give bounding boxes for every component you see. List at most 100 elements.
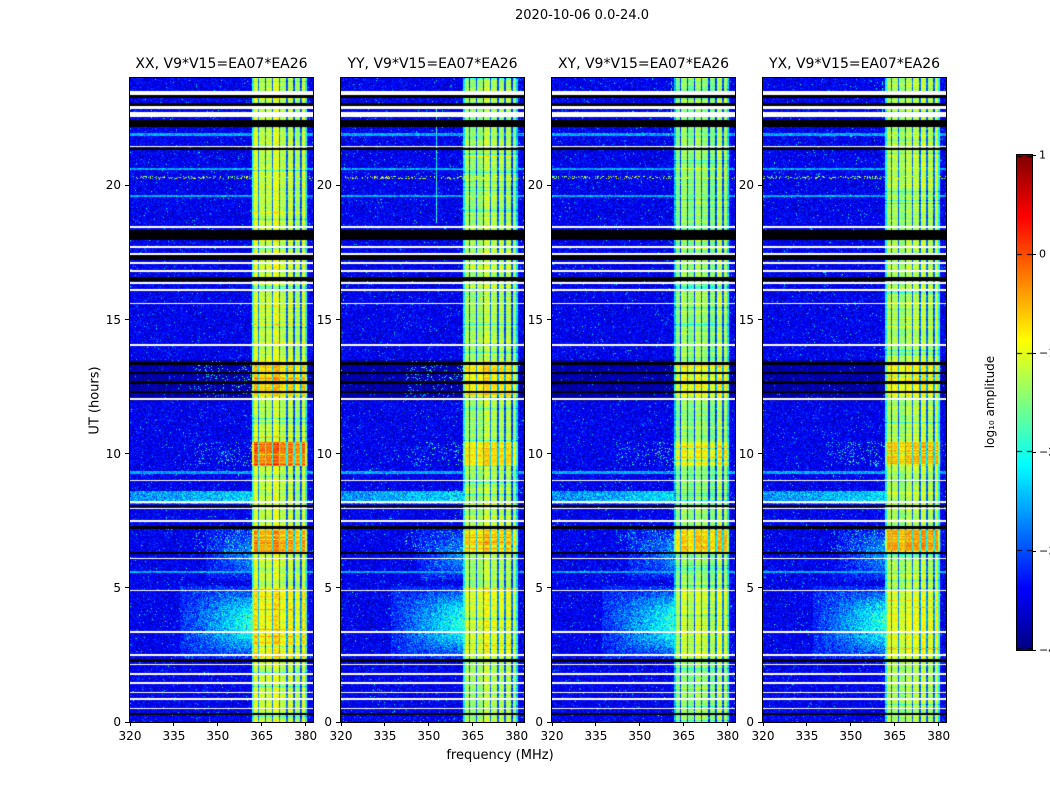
x-tick — [340, 722, 342, 726]
x-tick — [683, 722, 685, 726]
y-tick — [547, 587, 551, 589]
x-tick-label: 320 — [118, 729, 142, 743]
y-tick — [336, 453, 340, 455]
y-tick — [758, 453, 762, 455]
y-tick-label: 10 — [105, 446, 121, 461]
x-tick — [894, 722, 896, 726]
y-tick-label: 15 — [316, 312, 332, 327]
y-tick-label: 15 — [527, 312, 543, 327]
x-tick-label: 350 — [628, 729, 652, 743]
y-tick-label: 5 — [113, 580, 121, 595]
colorbar-tick-label: −3 — [1039, 544, 1050, 558]
x-tick — [762, 722, 764, 726]
x-tick-label: 380 — [505, 729, 529, 743]
x-tick-label: 350 — [417, 729, 441, 743]
y-tick — [125, 587, 129, 589]
y-tick — [547, 319, 551, 320]
colorbar-tick-label: −1 — [1039, 346, 1050, 360]
x-tick — [384, 722, 386, 726]
y-tick — [125, 319, 129, 320]
x-tick-label: 335 — [795, 729, 819, 743]
y-tick-label: 0 — [746, 715, 754, 729]
colorbar-tick-label: 0 — [1039, 247, 1046, 261]
y-tick — [336, 587, 340, 589]
y-tick — [125, 453, 129, 455]
x-tick — [217, 722, 219, 726]
x-tick-label: 320 — [751, 729, 775, 743]
y-tick — [336, 721, 340, 723]
y-tick — [758, 721, 762, 723]
x-tick-label: 320 — [540, 729, 564, 743]
spectrogram-panel-yx — [762, 77, 947, 723]
x-tick-label: 380 — [294, 729, 318, 743]
x-tick-label: 350 — [206, 729, 230, 743]
colorbar-tick — [1032, 649, 1036, 651]
spectrogram-panel-yy — [340, 77, 525, 723]
panel-title-xx: XX, V9*V15=EA07*EA26 — [135, 56, 308, 72]
x-tick-label: 350 — [839, 729, 863, 743]
y-tick — [125, 184, 129, 186]
panel-title-yx: YX, V9*V15=EA07*EA26 — [768, 56, 941, 72]
panel-title-xy: XY, V9*V15=EA07*EA26 — [557, 56, 730, 72]
colorbar-tick — [1032, 253, 1036, 255]
y-tick-label: 20 — [105, 178, 121, 193]
x-tick-label: 380 — [927, 729, 951, 743]
x-tick — [551, 722, 553, 726]
spectrogram-image-xy — [552, 78, 735, 722]
panel-title-yy: YY, V9*V15=EA07*EA26 — [347, 56, 518, 72]
y-tick — [336, 319, 340, 320]
x-tick-label: 335 — [584, 729, 608, 743]
y-tick-label: 15 — [738, 312, 754, 327]
x-tick — [516, 722, 518, 726]
colorbar-label: log₁₀ amplitude — [983, 355, 997, 449]
y-tick — [547, 184, 551, 186]
y-tick-label: 20 — [527, 178, 543, 193]
y-tick-label: 10 — [316, 446, 332, 461]
x-tick — [428, 722, 430, 726]
colorbar-tick — [1032, 352, 1036, 354]
y-tick — [758, 319, 762, 320]
y-tick — [547, 721, 551, 723]
y-tick-label: 5 — [324, 580, 332, 595]
x-tick-label: 380 — [716, 729, 740, 743]
x-tick-label: 335 — [162, 729, 186, 743]
y-tick — [758, 184, 762, 186]
y-tick-label: 0 — [113, 715, 121, 729]
x-tick — [639, 722, 641, 726]
y-tick-label: 20 — [316, 178, 332, 193]
x-tick-label: 365 — [250, 729, 274, 743]
y-tick-label: 0 — [535, 715, 543, 729]
colorbar-tick-label: −4 — [1039, 643, 1050, 657]
colorbar-tick-label: 1 — [1039, 148, 1046, 162]
y-tick — [758, 587, 762, 589]
y-tick-label: 15 — [105, 312, 121, 327]
colorbar-tick — [1032, 154, 1036, 156]
spectrogram-image-yy — [341, 78, 524, 722]
x-axis-label: frequency (MHz) — [446, 748, 554, 763]
y-tick — [125, 721, 129, 723]
y-tick-label: 0 — [324, 715, 332, 729]
x-tick — [806, 722, 808, 726]
x-tick — [595, 722, 597, 726]
x-tick — [938, 722, 940, 726]
x-tick — [129, 722, 131, 726]
x-tick — [727, 722, 729, 726]
y-tick-label: 10 — [738, 446, 754, 461]
spectrogram-panel-xy — [551, 77, 736, 723]
x-tick — [472, 722, 474, 726]
colorbar-tick-label: −2 — [1039, 445, 1050, 459]
x-tick-label: 335 — [373, 729, 397, 743]
figure-title: 2020-10-06 0.0-24.0 — [515, 8, 649, 23]
y-tick-label: 20 — [738, 178, 754, 193]
y-tick-label: 10 — [527, 446, 543, 461]
spectrogram-image-xx — [130, 78, 313, 722]
x-tick-label: 365 — [461, 729, 485, 743]
x-tick — [173, 722, 175, 726]
spectrogram-panel-xx — [129, 77, 314, 723]
x-tick — [850, 722, 852, 726]
colorbar-frame — [1016, 154, 1033, 651]
colorbar-tick — [1032, 550, 1036, 552]
y-tick-label: 5 — [746, 580, 754, 595]
x-tick — [305, 722, 307, 726]
